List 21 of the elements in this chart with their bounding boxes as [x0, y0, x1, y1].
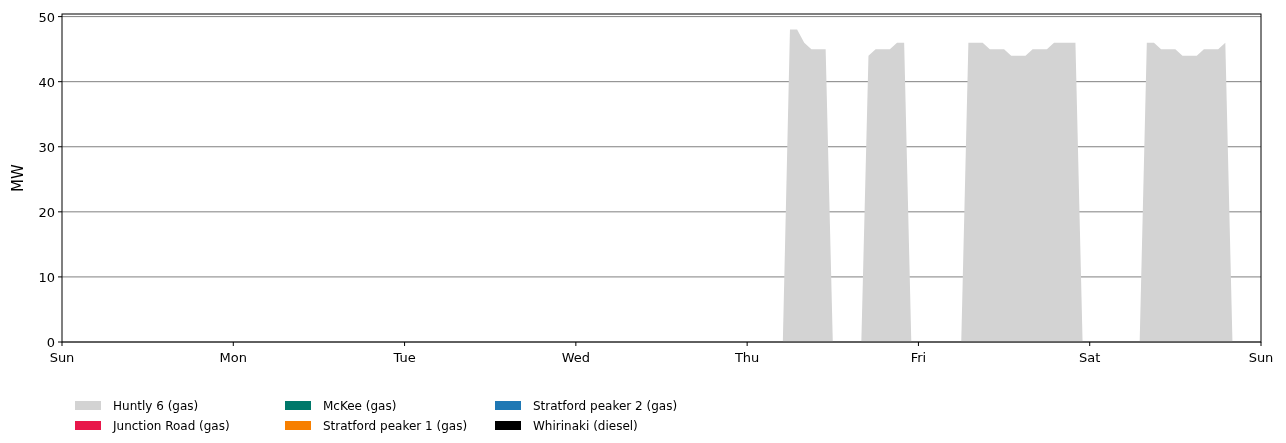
y-axis-title: MW [9, 163, 27, 192]
legend-label: Whirinaki (diesel) [533, 419, 638, 433]
x-tick-label: Mon [219, 350, 247, 365]
x-tick-label: Sat [1079, 350, 1101, 365]
legend-label: Junction Road (gas) [112, 419, 230, 433]
x-tick-label: Thu [733, 350, 760, 365]
x-tick-label: Wed [561, 350, 591, 365]
x-tick-label: Sun [49, 350, 75, 365]
legend-label: Stratford peaker 2 (gas) [533, 399, 678, 413]
y-tick-label: 40 [38, 74, 55, 90]
legend-label: Stratford peaker 1 (gas) [323, 419, 468, 433]
legend-label: Huntly 6 (gas) [113, 399, 199, 413]
y-tick-label: 20 [38, 204, 55, 220]
y-tick-label: 30 [38, 139, 55, 155]
x-tick-label: Sun [1248, 350, 1274, 365]
y-tick-label: 50 [38, 9, 55, 25]
y-tick-label: 10 [38, 269, 55, 285]
x-tick-label: Fri [910, 350, 927, 365]
y-tick-label: 0 [46, 335, 55, 350]
legend-label: McKee (gas) [323, 399, 397, 413]
x-tick-label: Tue [392, 350, 416, 365]
